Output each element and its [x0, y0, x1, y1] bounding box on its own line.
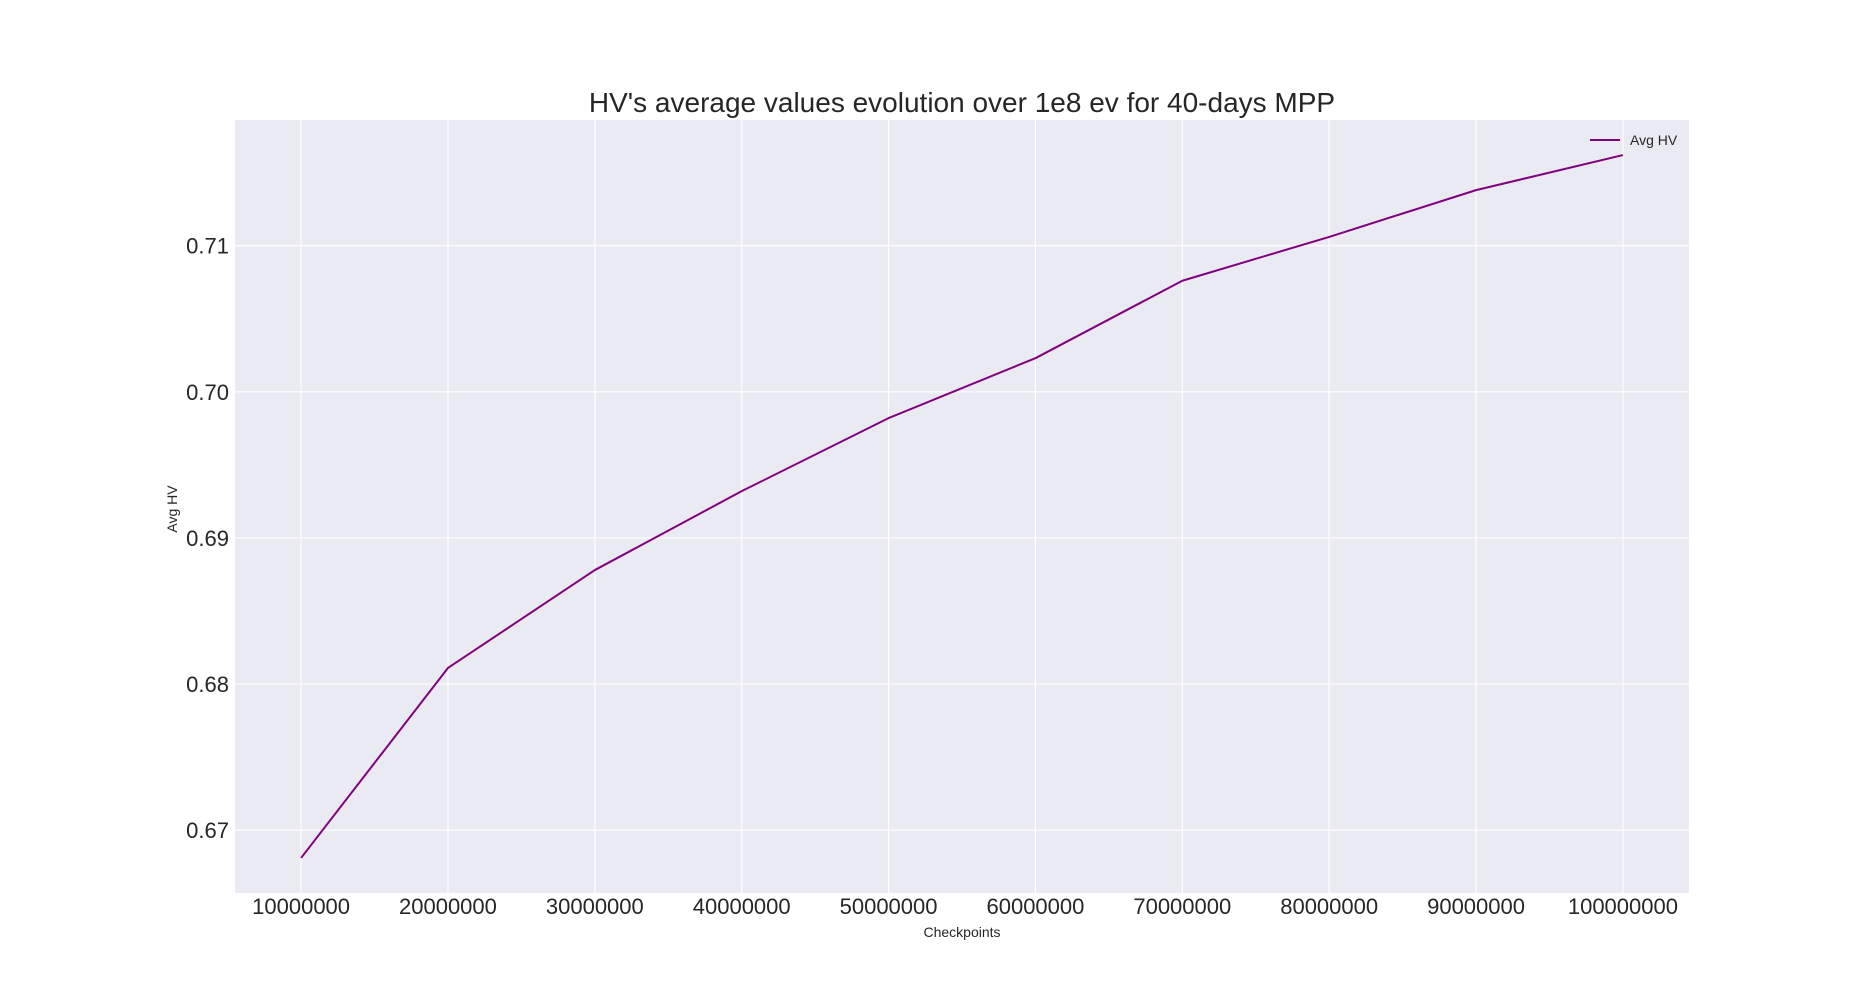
x-tick-labels: 10000000 20000000 30000000 40000000 50000000…	[252, 894, 1678, 919]
x-tick-label: 100000000	[1568, 894, 1678, 919]
chart-title: HV's average values evolution over 1e8 e…	[589, 87, 1335, 118]
x-tick-label: 40000000	[693, 894, 791, 919]
x-tick-label: 50000000	[840, 894, 938, 919]
legend-label-avg-hv: Avg HV	[1630, 132, 1678, 148]
y-tick-label: 0.69	[186, 526, 229, 551]
y-tick-label: 0.71	[186, 234, 229, 259]
gridlines	[235, 120, 1689, 893]
y-tick-label: 0.68	[186, 672, 229, 697]
x-tick-label: 90000000	[1427, 894, 1525, 919]
x-axis-label: Checkpoints	[923, 924, 1000, 940]
x-tick-label: 20000000	[399, 894, 497, 919]
y-axis-label: Avg HV	[164, 485, 180, 533]
x-tick-label: 60000000	[986, 894, 1084, 919]
x-tick-label: 30000000	[546, 894, 644, 919]
x-tick-label: 80000000	[1280, 894, 1378, 919]
y-tick-label: 0.67	[186, 818, 229, 843]
legend: Avg HV	[1590, 132, 1678, 148]
y-tick-labels: 0.67 0.68 0.69 0.70 0.71	[186, 234, 229, 843]
plot-area	[235, 120, 1689, 893]
series-line-avg-hv	[300, 154, 1624, 859]
x-tick-label: 10000000	[252, 894, 350, 919]
y-tick-label: 0.70	[186, 380, 229, 405]
x-tick-label: 70000000	[1133, 894, 1231, 919]
series-layer	[300, 154, 1624, 859]
